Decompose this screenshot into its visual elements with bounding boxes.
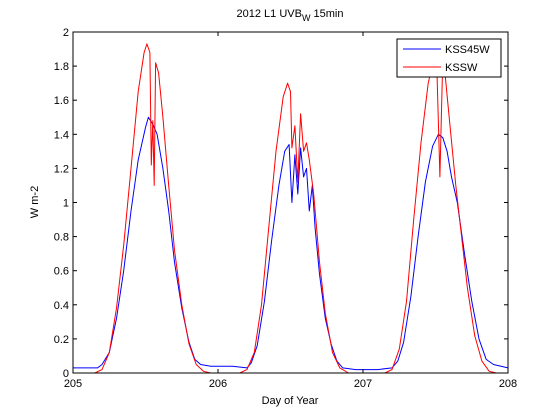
x-axis-label: Day of Year <box>262 395 319 407</box>
y-tick-label: 0.8 <box>54 232 69 244</box>
y-tick-label: 1.2 <box>54 163 69 175</box>
y-tick-label: 0.6 <box>54 266 69 278</box>
chart-title: 2012 L1 UVBW 15min <box>237 8 344 23</box>
y-tick-label: 0.4 <box>54 300 69 312</box>
y-tick-label: 1.8 <box>54 61 69 73</box>
y-tick-label: 1.4 <box>54 129 69 141</box>
chart-title-suffix: 15min <box>310 8 343 20</box>
x-tick-label: 208 <box>499 378 517 390</box>
y-axis-label: W m-2 <box>29 186 41 218</box>
chart-title-subscript: W <box>302 13 311 23</box>
y-tick-label: 0.2 <box>54 334 69 346</box>
y-tick-label: 2 <box>63 27 69 39</box>
y-tick-label: 1 <box>63 198 69 210</box>
legend-box <box>396 38 502 78</box>
legend-label-kssw: KSSW <box>445 62 478 74</box>
x-tick-label: 205 <box>64 378 82 390</box>
series-layer <box>73 43 509 374</box>
series-line-kssw <box>73 43 508 374</box>
ticks-layer: 205 206 207 208 0 0.2 0.4 0.6 0.8 1 1.2 1.4 1.6 1.8 2 <box>54 27 517 390</box>
legend-label-kss45w: KSS45W <box>445 44 490 56</box>
x-tick-label: 207 <box>354 378 372 390</box>
plot-area <box>73 32 508 373</box>
x-tick-label: 206 <box>209 378 227 390</box>
y-tick-label: 1.6 <box>54 95 69 107</box>
legend: KSS45W KSSW <box>396 38 502 78</box>
y-tick-label: 0 <box>63 368 69 380</box>
